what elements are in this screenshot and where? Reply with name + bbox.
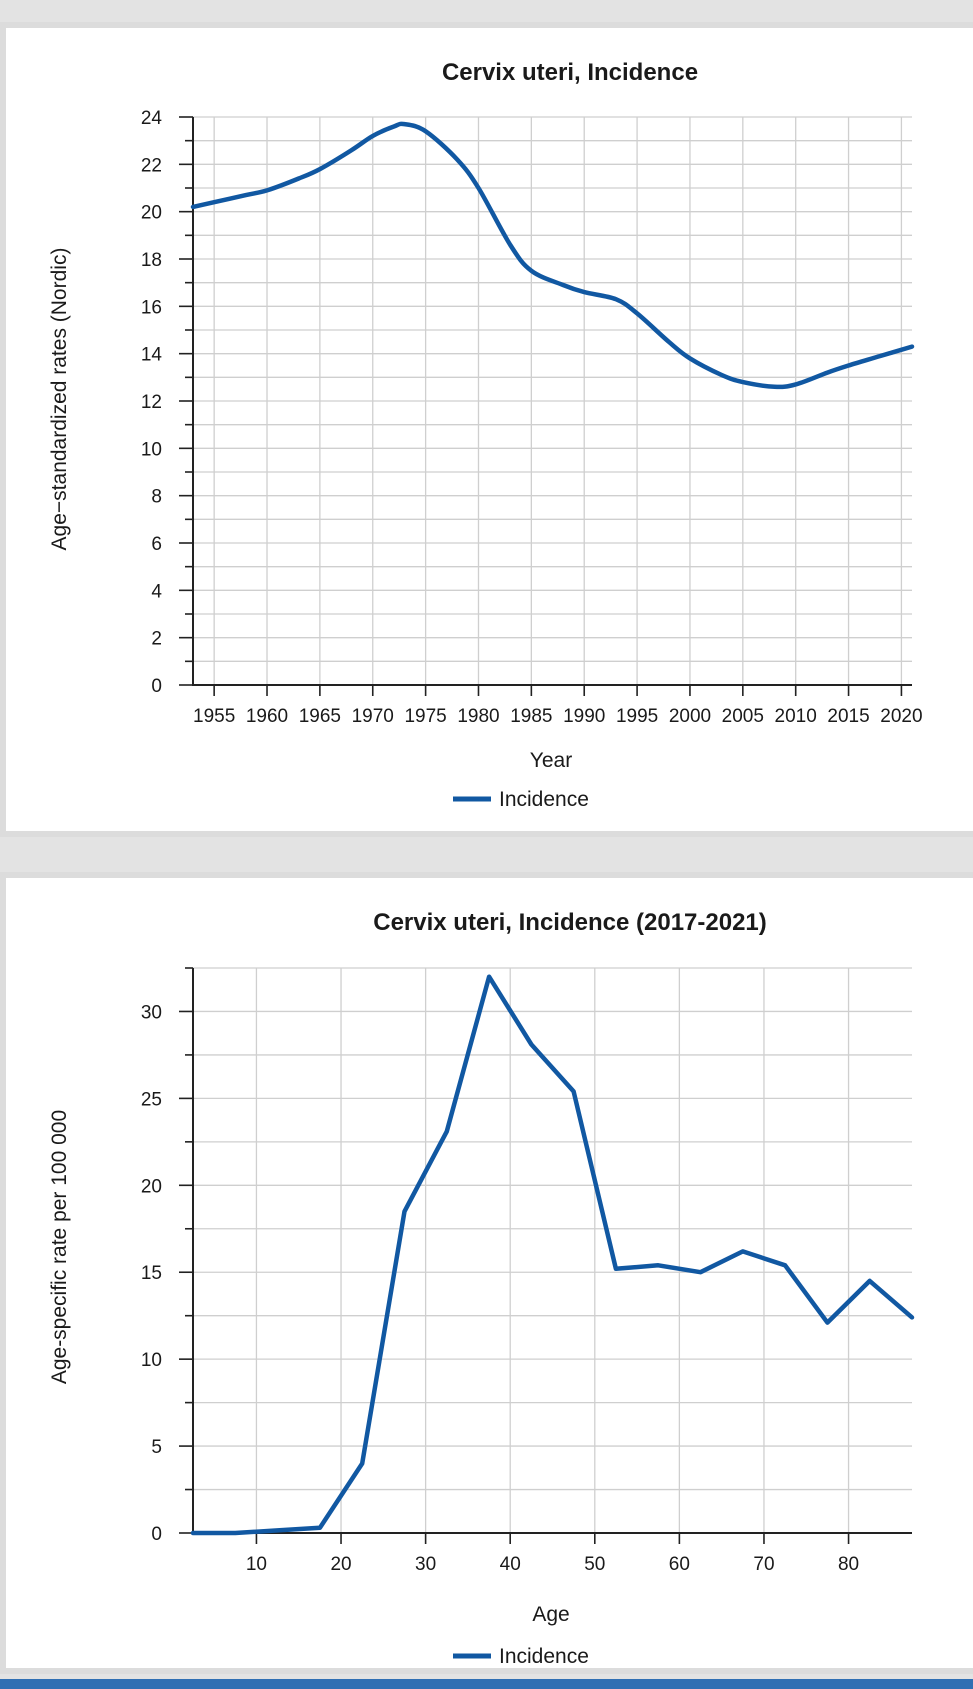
chart-1-y-tick-label: 0 bbox=[151, 676, 162, 697]
chart-1-x-tick-label: 1975 bbox=[404, 706, 446, 727]
chart-1-y-tick-label: 6 bbox=[151, 534, 162, 555]
chart-2-y-axis-title: Age-specific rate per 100 000 bbox=[48, 1110, 71, 1384]
chart-2-title: Cervix uteri, Incidence (2017-2021) bbox=[373, 909, 767, 936]
chart-2-x-tick-label: 80 bbox=[838, 1554, 859, 1575]
chart-2-y-tick-label: 15 bbox=[141, 1263, 162, 1284]
chart-2-plot-area: 0 5 10 15 20 25 30 10 20 30 40 50 60 70 80 bbox=[141, 967, 915, 1575]
chart-2-legend-label: Incidence bbox=[499, 1645, 589, 1668]
chart-2-series-line-incidence bbox=[190, 974, 915, 1536]
chart-1-y-tick-label: 20 bbox=[141, 203, 162, 224]
chart-1-x-tick-label: 2000 bbox=[669, 706, 711, 727]
bottom-accent-bar bbox=[0, 1679, 973, 1689]
chart-2-x-tick-label: 60 bbox=[669, 1554, 690, 1575]
chart-1-x-tick-label: 2010 bbox=[775, 706, 817, 727]
chart-2-y-tick-label: 5 bbox=[151, 1437, 162, 1458]
chart-1-y-tick-label: 16 bbox=[141, 297, 162, 318]
chart-2-y-tick-label: 30 bbox=[141, 1002, 162, 1023]
chart-1-y-tick-label: 22 bbox=[141, 155, 162, 176]
chart-1-x-tick-label: 2020 bbox=[880, 706, 922, 727]
chart-1-y-tick-label: 24 bbox=[141, 108, 163, 129]
chart-1-x-tick-label: 1980 bbox=[457, 706, 499, 727]
chart-2-x-axis-title: Age bbox=[532, 1603, 569, 1626]
chart-panel-age bbox=[0, 872, 973, 1674]
chart-1-x-tick-label: 1960 bbox=[246, 706, 288, 727]
chart-1-y-tick-label: 8 bbox=[151, 487, 162, 508]
chart-1-x-tick-label: 1965 bbox=[299, 706, 341, 727]
chart-2-x-tick-label: 50 bbox=[584, 1554, 605, 1575]
chart-1-x-tick-label: 1970 bbox=[352, 706, 394, 727]
chart-2-x-tick-label: 20 bbox=[330, 1554, 351, 1575]
chart-1-x-tick-label: 1990 bbox=[563, 706, 605, 727]
chart-panel-trend bbox=[0, 22, 973, 837]
chart-1-y-tick-label: 14 bbox=[141, 345, 163, 366]
chart-1-x-tick-label: 1995 bbox=[616, 706, 658, 727]
chart-1-x-tick-label: 2005 bbox=[722, 706, 764, 727]
chart-1-x-tick-label: 1955 bbox=[193, 706, 235, 727]
chart-2-y-tick-label: 20 bbox=[141, 1176, 162, 1197]
chart-1-x-axis-title: Year bbox=[530, 749, 572, 772]
chart-2-y-tick-label: 10 bbox=[141, 1350, 162, 1371]
chart-1-y-tick-label: 18 bbox=[141, 250, 162, 271]
chart-2-y-tick-label: 0 bbox=[151, 1524, 162, 1545]
chart-2-x-tick-label: 30 bbox=[415, 1554, 436, 1575]
chart-2-x-tick-label: 70 bbox=[753, 1554, 774, 1575]
chart-2-x-tick-label: 10 bbox=[246, 1554, 267, 1575]
chart-1-y-tick-label: 4 bbox=[151, 581, 162, 602]
chart-2-y-tick-label: 25 bbox=[141, 1089, 162, 1110]
chart-1-y-axis-title: Age−standardized rates (Nordic) bbox=[48, 248, 71, 551]
chart-1-title: Cervix uteri, Incidence bbox=[442, 59, 698, 86]
chart-1-y-tick-label: 12 bbox=[141, 392, 162, 413]
chart-1-x-tick-label: 2015 bbox=[827, 706, 869, 727]
chart-1-y-tick-label: 10 bbox=[141, 439, 162, 460]
chart-1-series-line-incidence bbox=[190, 121, 915, 390]
chart-1-legend-label: Incidence bbox=[499, 788, 589, 811]
chart-1-y-tick-label: 2 bbox=[151, 629, 162, 650]
chart-2-x-tick-label: 40 bbox=[500, 1554, 521, 1575]
chart-1-x-tick-label: 1985 bbox=[510, 706, 552, 727]
